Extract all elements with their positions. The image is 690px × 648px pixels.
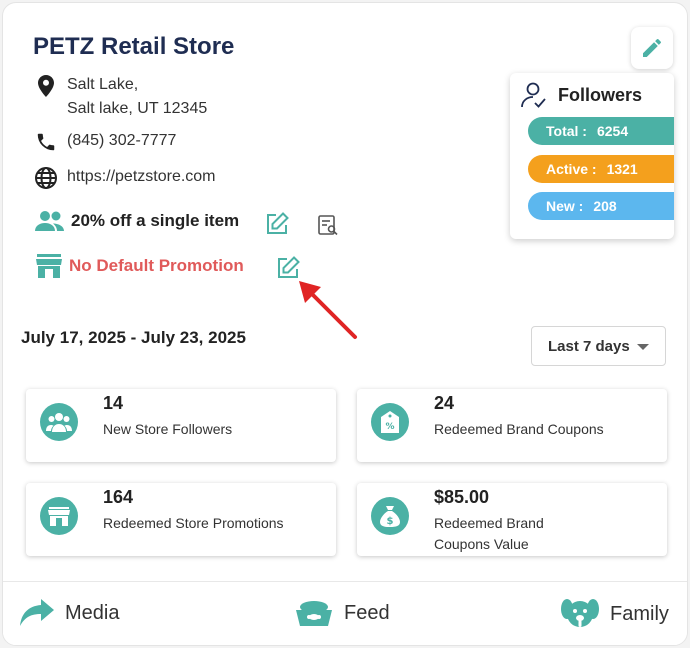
followers-title: Followers [558, 84, 643, 105]
brand-promo-label: 20% off a single item [71, 211, 240, 230]
annotation-arrow-icon [299, 281, 357, 339]
stat-label: Redeemed Store Promotions [103, 515, 284, 531]
stat-value: $85.00 [434, 487, 490, 507]
stat-label: Redeemed Brand Coupons [434, 421, 604, 437]
phone-icon [33, 129, 59, 155]
storefront-icon [36, 254, 62, 278]
edit-store-promo-button[interactable] [274, 254, 302, 282]
period-select[interactable]: Last 7 days [531, 326, 666, 366]
edit-store-button[interactable] [631, 27, 673, 69]
stat-label: Redeemed Brand Coupons Value [434, 513, 544, 555]
period-select-value: Last 7 days [548, 337, 630, 355]
phone-number[interactable]: (845) 302-7777 [67, 132, 177, 149]
globe-icon [33, 165, 59, 191]
website-link[interactable]: https://petzstore.com [67, 168, 216, 185]
store-promo-row: No Default Promotion [35, 253, 244, 279]
stat-card-redeemed-brand-coupons: % 24 Redeemed Brand Coupons [357, 389, 667, 462]
store-title: PETZ Retail Store [33, 33, 235, 60]
followers-header: Followers [520, 81, 642, 109]
svg-text:$: $ [387, 516, 394, 527]
stat-value: 164 [103, 487, 134, 507]
stat-label-line1: Redeemed Brand [434, 515, 544, 531]
stat-label-line2: Coupons Value [434, 536, 529, 552]
edit-square-icon [267, 212, 289, 234]
edit-brand-promo-button[interactable] [263, 210, 291, 238]
nav-family[interactable]: Family [560, 598, 669, 630]
active-value: 1321 [606, 161, 638, 177]
nav-feed-label: Feed [344, 601, 390, 624]
stat-value: 24 [434, 393, 455, 413]
stat-card-redeemed-coupons-value: $ $85.00 Redeemed Brand Coupons Value [357, 483, 667, 556]
document-search-icon [318, 215, 338, 236]
address-row: Salt Lake, Salt lake, UT 12345 [33, 73, 207, 121]
total-value: 6254 [596, 123, 629, 139]
followers-panel: Followers Total : 6254 Active : 1321 New… [510, 73, 674, 239]
coupon-tag-icon: % [371, 403, 409, 441]
pencil-icon [643, 38, 661, 57]
date-range: July 17, 2025 - July 23, 2025 [21, 328, 246, 347]
pet-bowl-icon [296, 601, 332, 626]
new-label: New : [546, 198, 584, 214]
address-line1: Salt Lake, [67, 76, 139, 93]
location-pin-icon [33, 73, 59, 99]
address-line2: Salt lake, UT 12345 [67, 100, 208, 117]
new-value: 208 [593, 198, 617, 214]
nav-family-label: Family [610, 602, 669, 625]
active-label: Active : [546, 161, 597, 177]
brand-promo-row: 20% off a single item [35, 209, 239, 233]
storefront-icon [40, 497, 78, 535]
view-promo-details-button[interactable] [314, 211, 342, 239]
phone-row: (845) 302-7777 [33, 129, 176, 155]
nav-media-label: Media [65, 601, 120, 624]
followers-active-pill: Active : 1321 [528, 155, 674, 183]
svg-text:%: % [385, 422, 394, 432]
stat-label: New Store Followers [103, 421, 233, 437]
followers-new-pill: New : 208 [528, 192, 674, 220]
people-icon [40, 403, 78, 441]
stat-value: 14 [103, 393, 124, 413]
store-promo-label: No Default Promotion [69, 256, 244, 275]
nav-media[interactable]: Media [19, 598, 119, 628]
website-row: https://petzstore.com [33, 165, 216, 191]
stat-card-redeemed-store-promotions: 164 Redeemed Store Promotions [26, 483, 336, 556]
nav-feed[interactable]: Feed [294, 598, 390, 628]
total-label: Total : [546, 123, 587, 139]
edit-square-icon [278, 256, 300, 278]
bottom-nav: Media Feed Family [3, 581, 687, 645]
share-arrow-icon [20, 599, 54, 626]
followers-total-pill: Total : 6254 [528, 117, 674, 145]
people-icon [35, 211, 64, 231]
money-bag-icon: $ [371, 497, 409, 535]
dog-face-icon [561, 599, 599, 627]
follower-user-icon [521, 82, 546, 108]
stat-card-new-followers: 14 New Store Followers [26, 389, 336, 462]
caret-down-icon [637, 344, 649, 350]
